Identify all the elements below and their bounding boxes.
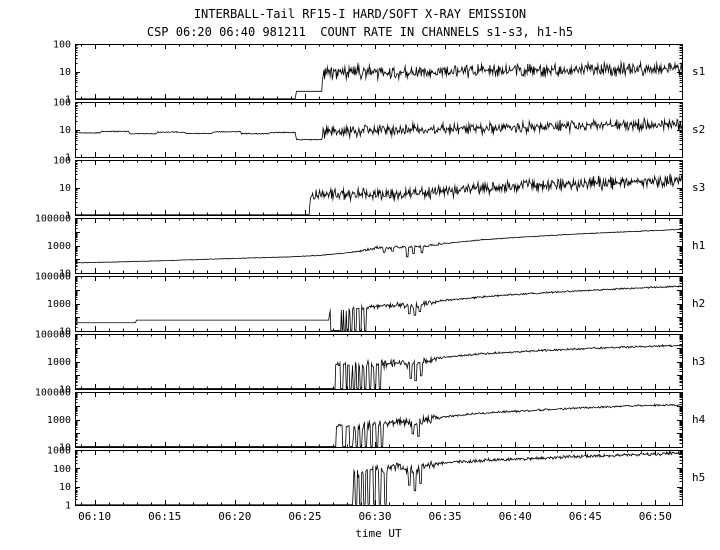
panel-label-s2: s2: [692, 122, 706, 136]
panel-label-h5: h5: [692, 470, 706, 484]
panel-label-s3: s3: [692, 180, 706, 194]
x-axis-label: time UT: [355, 527, 402, 540]
chart-title: INTERBALL-Tail RF15-I HARD/SOFT X-RAY EM…: [193, 7, 527, 21]
panel-label-s1: s1: [692, 64, 706, 78]
panel-label-h3: h3: [692, 354, 706, 368]
panel-label-h4: h4: [692, 412, 706, 426]
chart-subtitle: CSP 06:20 06:40 981211 COUNT RATE IN CHA…: [146, 25, 574, 39]
panel-label-h1: h1: [692, 238, 706, 252]
panel-label-h2: h2: [692, 296, 706, 310]
